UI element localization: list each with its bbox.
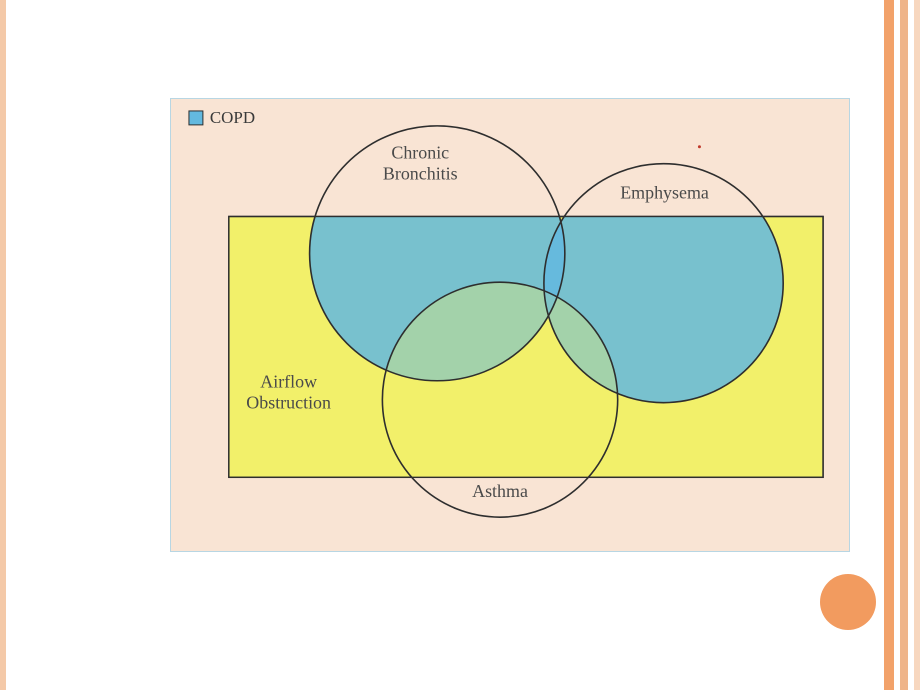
emphysema-label: Emphysema [620,183,709,203]
legend-label-copd: COPD [210,108,255,127]
venn-diagram: ChronicBronchitisEmphysemaAsthmaAirflowO… [171,99,849,551]
slide-stage: ChronicBronchitisEmphysemaAsthmaAirflowO… [0,0,920,690]
decorative-dot [820,574,876,630]
frame-stripe [0,0,6,690]
frame-stripe [876,0,884,690]
frame-stripe [914,0,920,690]
stray-mark [698,145,701,148]
venn-diagram-frame: ChronicBronchitisEmphysemaAsthmaAirflowO… [170,98,850,552]
asthma-label: Asthma [472,481,528,501]
chronic-bronchitis-label: ChronicBronchitis [383,143,458,184]
frame-stripe [884,0,894,690]
legend-swatch-copd [189,111,203,125]
frame-stripe [900,0,908,690]
frame-stripe [908,0,914,690]
frame-stripe [894,0,900,690]
